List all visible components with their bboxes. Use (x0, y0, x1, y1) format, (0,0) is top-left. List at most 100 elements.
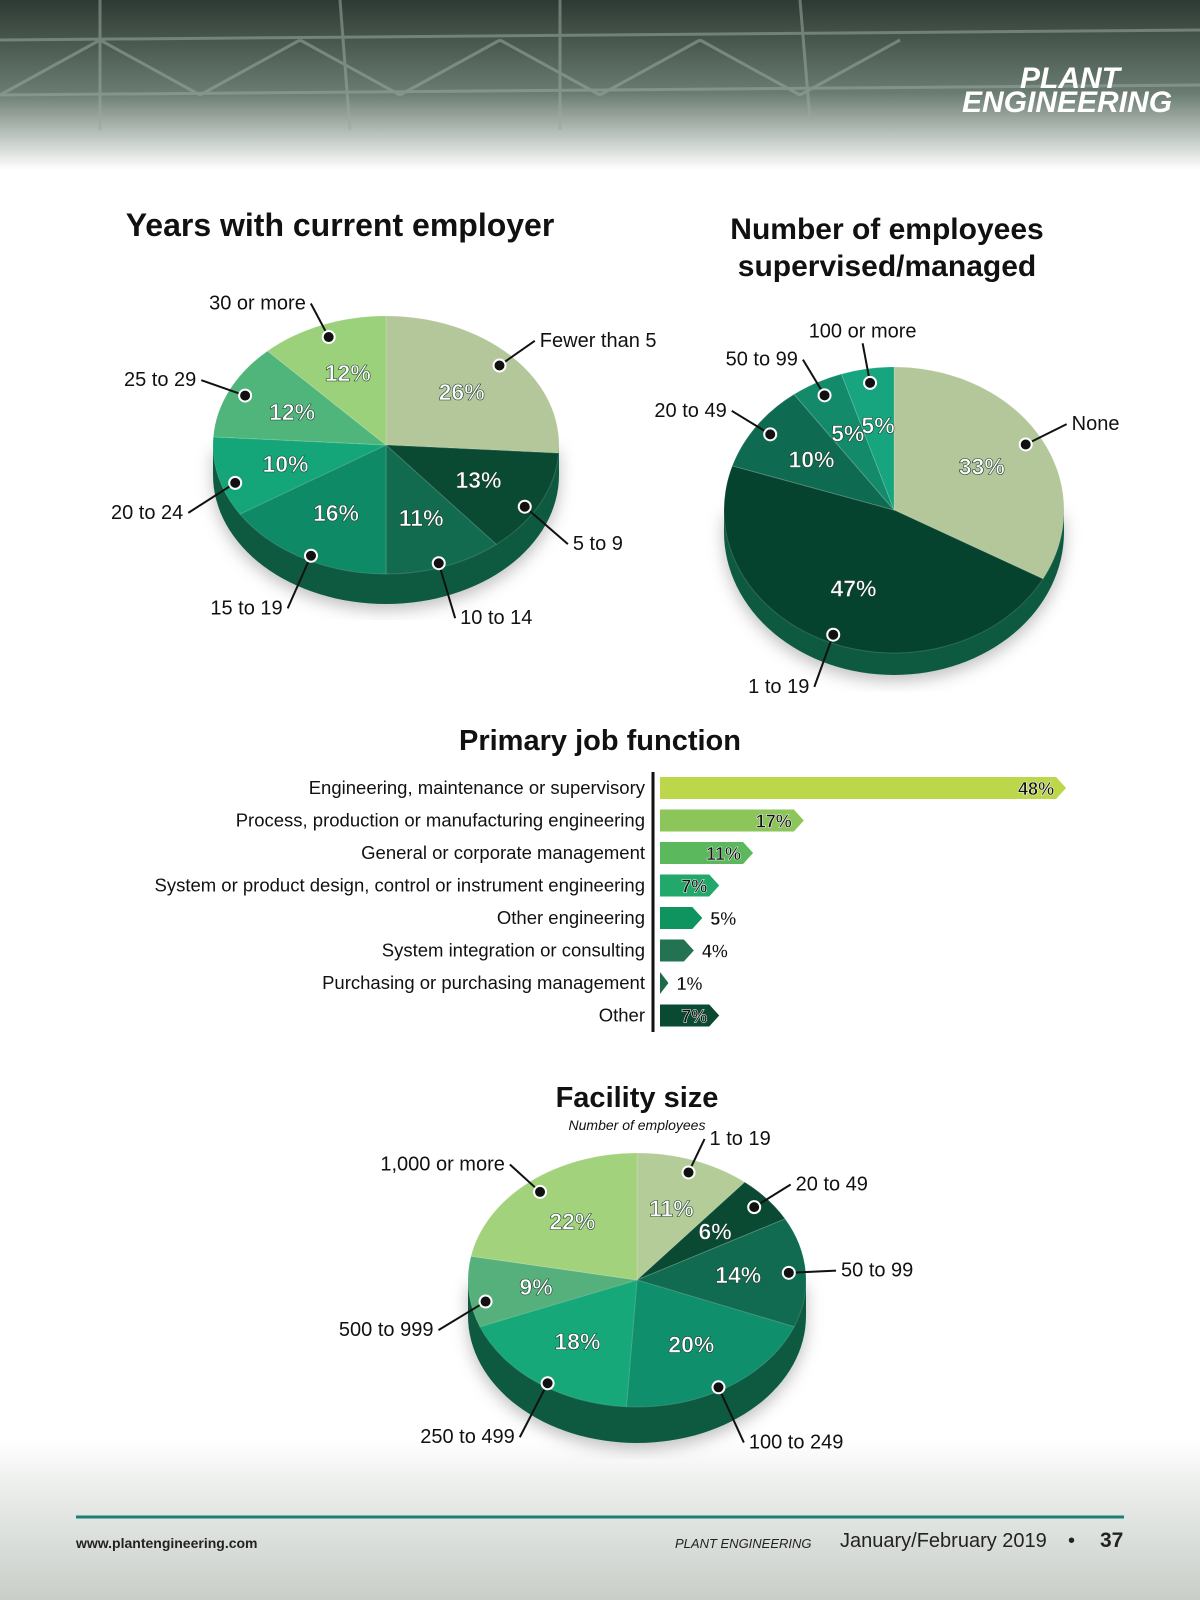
logo-line: ENGINEERING (962, 86, 1172, 119)
pie-slice (479, 1279, 638, 1408)
pie-value-label: 47% (830, 576, 876, 602)
pie-category-label: 15 to 19 (210, 597, 282, 619)
leader-line (437, 562, 457, 619)
leader-line (813, 634, 835, 688)
bar (660, 777, 1067, 799)
bar-value-label: 11% (706, 844, 741, 864)
pie-value-label: 20% (668, 1331, 714, 1357)
chart-title: Primary job function (459, 725, 741, 757)
leader-dot (321, 330, 336, 345)
chart-title: Facility size (555, 1082, 719, 1114)
footer-separator: • (1068, 1530, 1076, 1552)
leader-dot (863, 375, 878, 390)
pie-value-label: 6% (699, 1218, 732, 1244)
leader-dot (781, 1265, 796, 1280)
bar (660, 1004, 720, 1027)
bar (660, 939, 694, 962)
footer-photo (0, 1440, 1200, 1600)
bar (660, 874, 720, 897)
pie-value-label: 18% (554, 1329, 600, 1355)
leader-line (524, 505, 569, 545)
bar-category-label: System or product design, control or ins… (154, 875, 645, 896)
pie-value-label: 11% (649, 1195, 694, 1221)
leader-dot (303, 548, 318, 563)
pie-category-label: 50 to 99 (841, 1260, 913, 1282)
leader-dot (238, 388, 253, 403)
pie-value-label: 5% (831, 421, 864, 447)
pie-category-label: 100 to 249 (749, 1432, 844, 1454)
pie-value-label: 16% (313, 500, 359, 526)
bar-value-label: 1% (676, 974, 702, 994)
bar-value-label: 48% (1018, 779, 1054, 799)
leader-line (788, 1269, 837, 1274)
leader-dot (228, 475, 243, 490)
bar-category-label: Other engineering (497, 907, 645, 928)
pie-value-label: 13% (455, 467, 501, 493)
pie-category-label: 1 to 19 (710, 1128, 771, 1150)
leader-dot (478, 1294, 493, 1309)
pie-category-label: 20 to 49 (654, 400, 726, 422)
pie-value-label: 10% (262, 451, 308, 477)
leader-dot (763, 427, 778, 442)
leader-line (753, 1183, 792, 1208)
bar-category-label: Other (599, 1005, 645, 1026)
leader-line (498, 339, 536, 367)
leader-dot (492, 358, 507, 373)
pie-category-label: None (1072, 413, 1120, 435)
pie-slice (384, 444, 560, 546)
pie-value-label: 33% (959, 453, 1005, 479)
pie-slice (723, 465, 1044, 654)
bar-category-label: General or corporate management (361, 842, 645, 863)
bar (660, 842, 754, 864)
leader-dot (681, 1165, 696, 1180)
leader-dot (517, 499, 532, 514)
pie-category-label: 5 to 9 (573, 533, 623, 555)
pie-category-label: 25 to 29 (124, 369, 196, 391)
bar-value-label: 7% (681, 1007, 707, 1027)
leader-line (437, 1300, 487, 1331)
pie-value-label: 12% (269, 399, 315, 425)
bar (660, 972, 669, 994)
bar-category-label: Purchasing or purchasing management (322, 972, 645, 993)
pie-value-label: 26% (439, 379, 485, 405)
leader-line (731, 409, 771, 436)
leader-line (200, 379, 246, 397)
pie-slice (625, 1279, 795, 1408)
truss (0, 0, 1200, 131)
bar-value-label: 7% (681, 877, 707, 897)
leader-dot (533, 1184, 548, 1199)
pie-slice (212, 436, 387, 515)
pie-category-label: 10 to 14 (460, 607, 532, 629)
pie-category-label: 100 or more (809, 320, 917, 342)
pie-category-label: 20 to 24 (111, 502, 183, 524)
pie-value-label: 14% (715, 1262, 761, 1288)
bar (660, 907, 703, 929)
leader-line (518, 1382, 549, 1438)
chart-title: Number of employees supervised/managed (730, 213, 1044, 283)
chart-title: Years with current employer (125, 207, 555, 243)
pie-value-label: 12% (325, 360, 371, 386)
pie-slice (467, 1255, 638, 1328)
leader-dot (1018, 437, 1033, 452)
pie-slice (239, 444, 387, 575)
leader-dot (826, 627, 841, 642)
pie-category-label: 250 to 499 (420, 1426, 515, 1448)
pie-category-label: 1,000 or more (380, 1154, 505, 1176)
leader-dot (817, 388, 832, 403)
pie-category-label: 30 or more (209, 292, 306, 314)
leader-dot (747, 1200, 762, 1215)
pie-value-label: 9% (519, 1274, 552, 1300)
footer-url: www.plantengineering.com (76, 1535, 258, 1551)
bar-value-label: 5% (710, 909, 736, 929)
leader-line (1025, 423, 1068, 446)
header-photo (0, 0, 1200, 170)
pie-category-label: Fewer than 5 (540, 330, 657, 352)
pie-category-label: 1 to 19 (748, 676, 809, 698)
bar-category-label: Process, production or manufacturing eng… (236, 810, 645, 831)
leader-line (717, 1386, 745, 1443)
bar-value-label: 17% (756, 812, 792, 832)
pie-category-label: 500 to 999 (339, 1319, 434, 1341)
pie-category-label: 20 to 49 (796, 1173, 868, 1195)
